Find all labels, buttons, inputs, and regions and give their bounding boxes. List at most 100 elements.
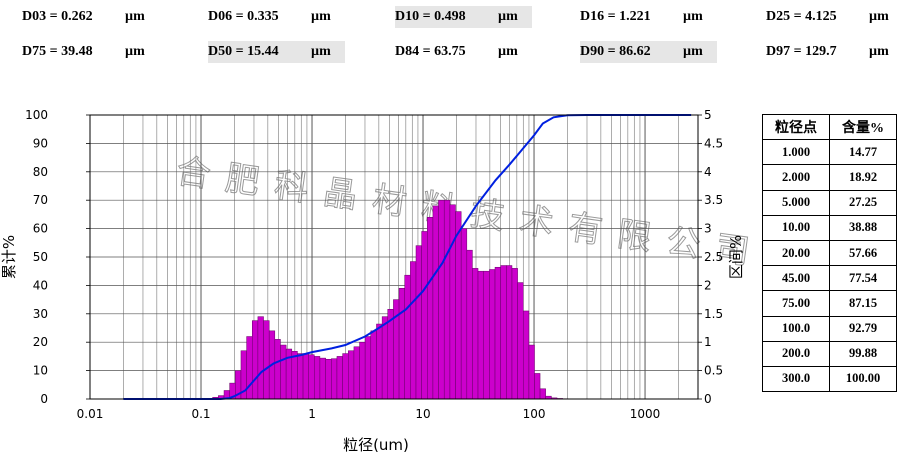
table-row: 300.0 100.00 <box>762 365 897 393</box>
table-cell-size: 200.0 <box>762 340 830 367</box>
interval-bar <box>257 316 264 400</box>
interval-bar <box>319 357 326 400</box>
d-value-unit: µm <box>498 44 518 59</box>
watermark-char: 合 <box>174 151 213 195</box>
table-row: 1.000 14.77 <box>762 139 897 166</box>
d-value-label: D75 = 39.48 <box>22 44 93 59</box>
left-tick-label: 80 <box>33 165 48 179</box>
left-tick-label: 20 <box>33 335 48 349</box>
interval-bar <box>517 282 524 400</box>
interval-bar <box>415 245 422 400</box>
interval-bar <box>314 356 321 400</box>
left-axis-ticks: 0 10 20 30 40 50 60 70 80 90 100 <box>25 108 90 406</box>
interval-bars <box>206 199 569 400</box>
table-cell-size: 75.00 <box>762 290 830 317</box>
watermark-char: 公 <box>664 221 703 265</box>
interval-bar <box>376 323 383 400</box>
right-tick-label: 2 <box>704 278 712 292</box>
interval-bar <box>472 268 479 400</box>
right-axis-ticks: 0 0.5 1 1.5 2 2.5 3 3.5 4 4.5 5 <box>698 108 723 406</box>
interval-bar <box>432 205 439 400</box>
interval-bar <box>364 336 372 400</box>
d-value-label: D50 = 15.44 <box>208 44 279 59</box>
table-cell-size: 5.000 <box>762 189 830 216</box>
d-value-unit: µm <box>311 44 331 59</box>
right-tick-label: 5 <box>704 108 712 122</box>
d-value-unit: µm <box>498 9 518 24</box>
left-tick-label: 100 <box>25 108 48 122</box>
watermark: 合肥科晶材料技术有限公司 <box>173 151 752 273</box>
interval-bar <box>539 388 546 400</box>
watermark-char: 术 <box>517 200 556 244</box>
table-cell-content: 57.66 <box>829 239 897 267</box>
d-value-label: D97 = 129.7 <box>766 44 837 59</box>
table-cell-size: 20.00 <box>762 239 830 267</box>
interval-bar <box>274 339 281 400</box>
interval-bar <box>353 346 360 400</box>
left-tick-label: 70 <box>33 193 48 207</box>
table-cell-size: 1.000 <box>762 139 830 166</box>
d-value-label: D16 = 1.221 <box>580 9 651 24</box>
interval-bar <box>494 266 501 400</box>
table-cell-content: 77.54 <box>829 265 897 292</box>
interval-bar <box>359 341 366 400</box>
interval-bar <box>483 270 490 400</box>
interval-bar <box>455 211 462 400</box>
table-cell-content: 38.88 <box>829 214 897 241</box>
left-tick-label: 10 <box>33 364 48 378</box>
table-row: 75.00 87.15 <box>762 290 897 317</box>
right-tick-label: 4.5 <box>704 136 723 150</box>
table-header-row: 粒径点 含量% <box>762 113 897 141</box>
table-row: 10.00 38.88 <box>762 214 897 241</box>
left-tick-label: 60 <box>33 222 48 236</box>
watermark-char: 有 <box>566 207 605 251</box>
table-body: 1.000 14.77 2.000 18.92 5.000 27.25 10.00 38.88… <box>762 139 897 393</box>
interval-bar <box>280 344 287 400</box>
interval-bar <box>427 216 434 400</box>
x-tick-label: 100 <box>523 407 546 421</box>
table-cell-size: 2.000 <box>762 164 830 191</box>
interval-bar <box>336 356 343 400</box>
interval-bar <box>443 199 451 400</box>
d-value-label: D06 = 0.335 <box>208 9 279 24</box>
d-value-unit: µm <box>869 44 889 59</box>
d-value-cell: D25 = 4.125 µm <box>766 6 896 28</box>
right-tick-label: 1.5 <box>704 307 723 321</box>
left-tick-label: 50 <box>33 250 48 264</box>
d-value-cell: D06 = 0.335 µm <box>208 6 338 28</box>
interval-bar <box>342 353 349 400</box>
x-tick-label: 10 <box>415 407 430 421</box>
d-value-label: D90 = 86.62 <box>580 44 651 59</box>
particle-size-distribution-chart: 合肥科晶材料技术有限公司 0 10 20 30 40 50 60 70 80 90 100 0 0.5… <box>0 108 752 454</box>
table-cell-size: 10.00 <box>762 214 830 241</box>
interval-bar <box>477 270 484 400</box>
left-axis-label: 累计% <box>0 235 18 279</box>
interval-bar <box>511 268 518 400</box>
right-tick-label: 1 <box>704 335 712 349</box>
size-content-table: 粒径点 含量% 1.000 14.77 2.000 18.92 5.000 27.25 10… <box>762 113 897 393</box>
watermark-char: 科 <box>272 165 311 209</box>
table-header-size: 粒径点 <box>762 113 830 141</box>
watermark-char: 司 <box>713 228 752 272</box>
interval-bar <box>534 373 541 400</box>
table-row: 2.000 18.92 <box>762 164 897 191</box>
table-cell-content: 14.77 <box>829 139 897 166</box>
d-value-cell: D75 = 39.48 µm <box>22 41 152 63</box>
right-tick-label: 3 <box>704 222 712 236</box>
left-tick-label: 0 <box>40 392 48 406</box>
right-axis-label: 区间% <box>727 235 745 279</box>
interval-bar <box>297 353 304 400</box>
table-cell-content: 87.15 <box>829 290 897 317</box>
d-value-unit: µm <box>683 9 703 24</box>
d-value-label: D10 = 0.498 <box>395 9 466 24</box>
d-value-cell: D50 = 15.44 µm <box>208 41 345 63</box>
table-cell-size: 45.00 <box>762 265 830 292</box>
d-value-label: D03 = 0.262 <box>22 9 93 24</box>
table-cell-size: 300.0 <box>762 365 830 393</box>
interval-bar <box>460 228 468 400</box>
interval-bar <box>381 316 389 400</box>
interval-bar <box>449 204 456 400</box>
table-cell-content: 18.92 <box>829 164 897 191</box>
table-row: 20.00 57.66 <box>762 239 897 267</box>
interval-bar <box>308 354 315 400</box>
